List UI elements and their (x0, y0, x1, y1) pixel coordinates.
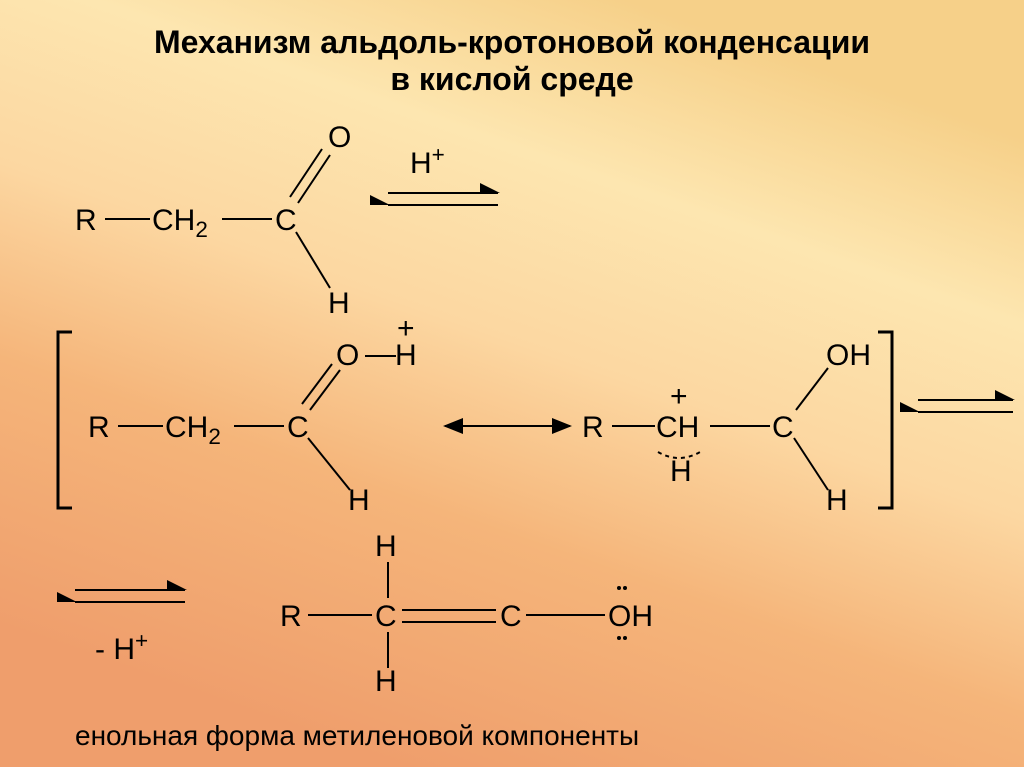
rl-plus: + (397, 312, 415, 346)
r1-Hbot: H (328, 287, 350, 321)
en-R: R (280, 600, 302, 634)
rl-R: R (88, 411, 110, 445)
rr-Hmid: H (670, 455, 692, 489)
rl-C: C (287, 411, 309, 445)
en-Hbot: H (375, 665, 397, 699)
r1-CH2: CH2 (152, 204, 208, 243)
rr-C: C (772, 411, 794, 445)
minus-Hplus: - H+ (95, 628, 148, 667)
rr-R: R (582, 411, 604, 445)
chemistry-diagram (0, 0, 1024, 767)
r1-O: O (328, 121, 351, 155)
en-Htop: H (375, 530, 397, 564)
r1-C: C (275, 204, 297, 238)
rl-CH2: CH2 (165, 411, 221, 450)
rr-CH: CH (656, 411, 699, 445)
r1-R: R (75, 204, 97, 238)
rr-OH: OH (826, 339, 871, 373)
rl-O: O (336, 339, 359, 373)
rr-plus: + (670, 380, 688, 414)
rr-Hbot: H (826, 484, 848, 518)
r1-Hplus: H+ (410, 142, 445, 181)
en-OH: OH (608, 600, 653, 634)
en-C1: C (375, 600, 397, 634)
caption: енольная форма метиленовой компоненты (75, 720, 639, 752)
en-C2: C (500, 600, 522, 634)
rl-Hbot: H (348, 484, 370, 518)
slide: Механизм альдоль-кротоновой конденсации … (0, 0, 1024, 767)
